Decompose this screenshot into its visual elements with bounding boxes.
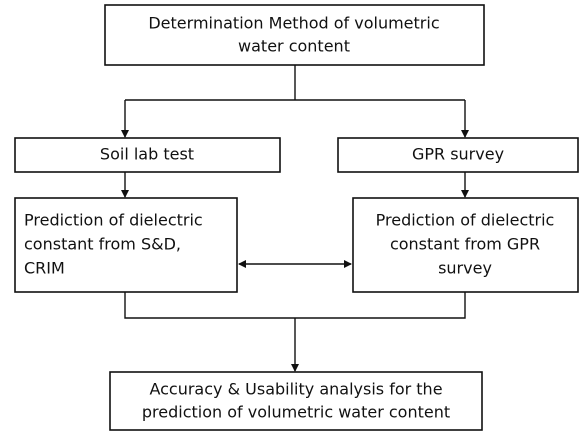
box-text: GPR survey: [412, 145, 504, 164]
connector: [125, 65, 465, 101]
box-text: CRIM: [24, 259, 65, 278]
box-text: prediction of volumetric water content: [142, 403, 450, 422]
box-text: Prediction of dielectric: [376, 211, 555, 230]
connectors: [121, 65, 469, 372]
box: [14, 137, 281, 173]
box: [14, 197, 238, 293]
box: [352, 197, 579, 293]
box-text: constant from GPR: [390, 235, 540, 254]
box-text: Soil lab test: [100, 145, 194, 164]
box-text: Prediction of dielectric: [24, 211, 203, 230]
box: [109, 371, 483, 431]
box-text: water content: [238, 37, 350, 56]
box: [337, 137, 579, 173]
box-text: survey: [438, 259, 492, 278]
box-text: Accuracy & Usability analysis for the: [149, 380, 442, 399]
box-text: Determination Method of volumetric: [148, 14, 439, 33]
box-text: constant from S&D,: [24, 235, 181, 254]
box: [104, 4, 485, 66]
connector: [124, 292, 466, 319]
